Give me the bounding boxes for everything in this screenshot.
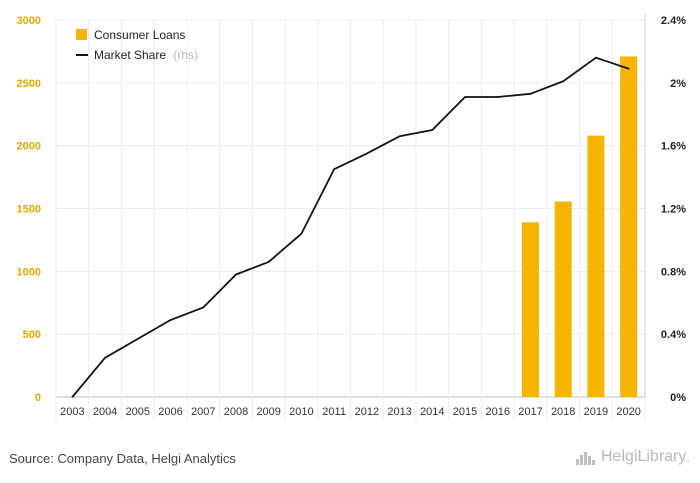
y-right-tick-label: 0.4% — [661, 329, 686, 341]
y-left-tick-label: 2500 — [17, 78, 41, 90]
y-right-tick-label: 1.2% — [661, 204, 686, 216]
x-tick-label-2018: 2018 — [551, 406, 575, 418]
market-share-point-2007 — [202, 306, 205, 309]
market-share-point-2018 — [562, 80, 564, 83]
market-share-point-2017 — [529, 93, 532, 95]
brand-name: HelgiLibrary — [601, 448, 687, 465]
x-tick-label-2020: 2020 — [616, 406, 640, 418]
y-right-tick-label: 0.8% — [661, 266, 686, 278]
legend-label-market-share: Market Share (rhs) — [94, 48, 198, 62]
bar-series — [521, 56, 638, 398]
y-right-tick-label: 2.4% — [661, 15, 686, 27]
market-share-point-2009 — [267, 261, 270, 263]
x-tick-label-2012: 2012 — [355, 406, 379, 418]
market-share-point-2015 — [464, 96, 466, 98]
source-note: Source: Company Data, Helgi Analytics — [9, 451, 236, 466]
legend-note-rhs: (rhs) — [173, 48, 198, 62]
market-share-point-2003 — [71, 396, 74, 398]
y-right-tick-label: 0% — [670, 392, 686, 404]
market-share-point-2014 — [431, 129, 434, 131]
x-tick-label-2011: 2011 — [322, 406, 346, 418]
y-right-tick-label: 1.6% — [661, 141, 686, 153]
market-share-point-2020 — [627, 67, 630, 70]
legend-label-market-share-name: Market Share — [94, 48, 166, 62]
market-share-point-2006 — [169, 319, 172, 321]
bar-2020 — [620, 56, 638, 398]
market-share-point-2010 — [300, 232, 303, 235]
x-tick-label-2016: 2016 — [486, 406, 510, 418]
market-share-line — [71, 56, 629, 398]
y-left-tick-label: 3000 — [17, 15, 41, 27]
market-share-point-2013 — [398, 135, 401, 138]
legend-swatch-consumer-loans — [76, 29, 87, 40]
x-tick-label-2004: 2004 — [93, 406, 117, 418]
x-tick-label-2006: 2006 — [158, 406, 182, 418]
library-icon — [576, 452, 595, 465]
market-share-point-2012 — [366, 152, 368, 155]
x-tick-label-2014: 2014 — [420, 406, 444, 418]
x-tick-label-2019: 2019 — [584, 406, 608, 418]
y-left-tick-label: 2000 — [17, 141, 41, 153]
market-share-point-2019 — [595, 56, 597, 59]
x-tick-label-2003: 2003 — [60, 406, 84, 418]
market-share-point-2008 — [235, 273, 237, 276]
x-tick-label-2015: 2015 — [453, 406, 477, 418]
x-tick-label-2010: 2010 — [289, 406, 313, 418]
axes: 0 0% 500 0.4% 1000 0.8% 1500 1.2% 2000 1.6% 2500 2%… — [17, 14, 686, 418]
bar-2019 — [587, 135, 605, 397]
y-left-tick-label: 0 — [35, 392, 41, 404]
x-tick-label-2007: 2007 — [191, 406, 215, 418]
x-tick-label-2009: 2009 — [256, 406, 280, 418]
gridlines — [55, 19, 646, 421]
line-series — [71, 56, 630, 398]
x-tick-label-2017: 2017 — [518, 406, 542, 418]
x-tick-label-2008: 2008 — [224, 406, 248, 418]
market-share-point-2005 — [137, 338, 139, 340]
brand-suffix: . — [686, 449, 690, 465]
y-right-tick-label: 2% — [670, 78, 686, 90]
market-share-point-2011 — [333, 168, 335, 171]
bar-2017 — [521, 222, 539, 397]
brand-logo: HelgiLibrary. — [575, 448, 690, 466]
bar-2018 — [554, 201, 572, 397]
y-left-tick-label: 1000 — [17, 266, 41, 278]
x-tick-label-2005: 2005 — [126, 406, 150, 418]
legend: Consumer Loans Market Share (rhs) — [76, 28, 198, 62]
market-share-point-2004 — [104, 356, 106, 359]
y-left-tick-label: 1500 — [17, 204, 41, 216]
x-tick-label-2013: 2013 — [387, 406, 411, 418]
legend-label-consumer-loans: Consumer Loans — [94, 28, 185, 42]
y-left-tick-label: 500 — [23, 329, 41, 341]
market-share-point-2016 — [496, 96, 499, 98]
